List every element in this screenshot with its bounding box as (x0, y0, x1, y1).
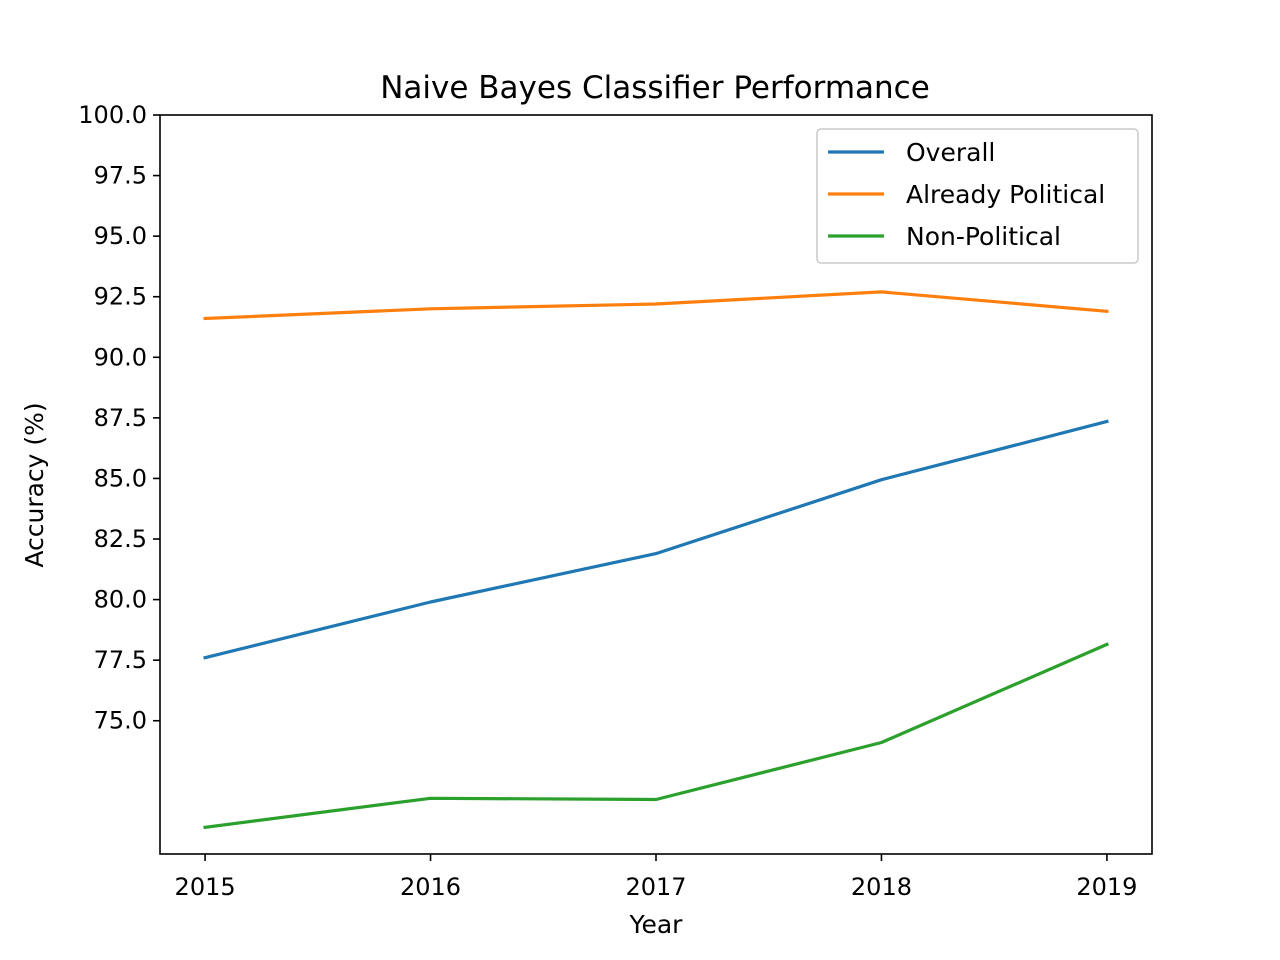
series-line-0 (203, 419, 1109, 660)
x-tick-label: 2017 (625, 873, 686, 901)
y-tick-label: 80.0 (94, 586, 147, 614)
y-tick-label: 100.0 (78, 101, 147, 129)
series-line-2 (203, 642, 1110, 830)
legend-box (816, 128, 1139, 264)
y-tick-label: 97.5 (94, 162, 147, 190)
legend-label-0: Overall (906, 138, 995, 167)
y-tick-label: 95.0 (94, 222, 147, 250)
legend-label-2: Non-Political (906, 222, 1061, 251)
y-axis-label: Accuracy (%) (20, 402, 49, 567)
y-tick-label: 75.0 (94, 707, 147, 735)
legend-label-1: Already Political (906, 180, 1105, 209)
chart-title: Naive Bayes Classifier Performance (380, 70, 930, 106)
x-tick-label: 2016 (400, 873, 461, 901)
y-tick-label: 90.0 (94, 343, 147, 371)
y-tick-label: 82.5 (94, 525, 147, 553)
x-tick-label: 2015 (175, 873, 236, 901)
y-tick-label: 85.0 (94, 464, 147, 492)
series-line-1 (203, 290, 1109, 321)
plot-lines (203, 290, 1110, 830)
y-tick-label: 77.5 (94, 646, 147, 674)
x-tick-label: 2018 (851, 873, 912, 901)
legend: Overall Already Political Non-Political (816, 128, 1139, 264)
x-axis-label: Year (629, 910, 684, 939)
y-axis: 75.0 77.5 80.0 82.5 85.0 87.5 90.0 92.5 95.0 97.5… (78, 101, 160, 735)
x-axis: 2015 2016 2017 2018 2019 (175, 854, 1137, 901)
y-tick-label: 92.5 (94, 283, 147, 311)
x-tick-label: 2019 (1076, 873, 1137, 901)
y-tick-label: 87.5 (94, 404, 147, 432)
